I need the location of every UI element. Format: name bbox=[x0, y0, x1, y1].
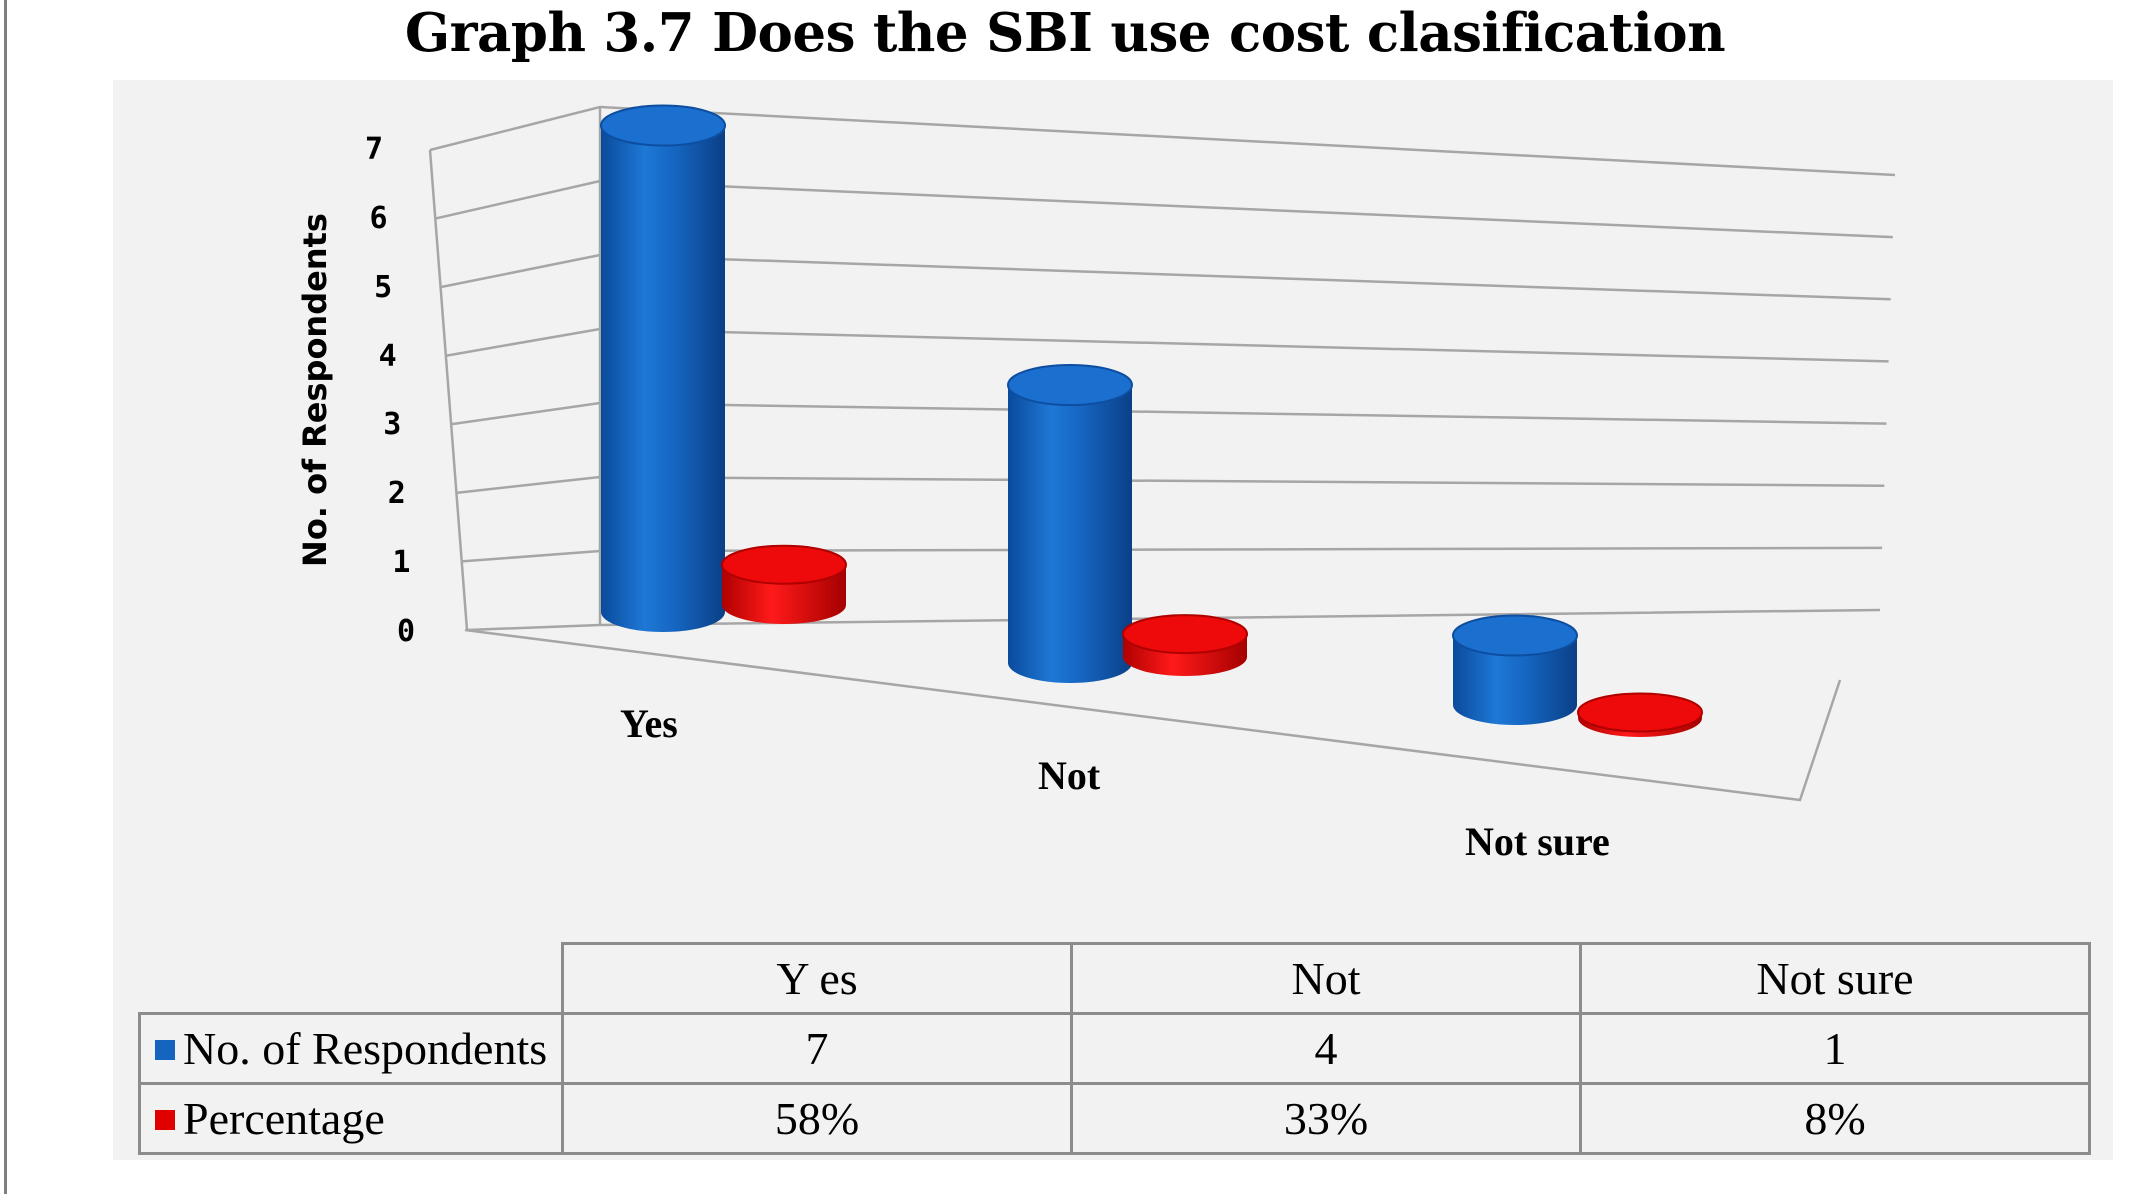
bar-series bbox=[600, 104, 1703, 737]
cylinder-top bbox=[1577, 692, 1703, 733]
legend-entry-percentage: Percentage bbox=[138, 1082, 564, 1155]
data-table-header-row: Y es Not Not sure bbox=[139, 942, 2091, 1015]
data-table-row: No. of Respondents 7 4 1 bbox=[138, 1012, 2091, 1085]
data-table-cell: 58% bbox=[561, 1082, 1073, 1155]
category-label: Not bbox=[1038, 753, 1101, 798]
y-tick-label: 4 bbox=[378, 338, 397, 374]
cylinder-top bbox=[1452, 614, 1578, 657]
data-table-cell: 33% bbox=[1070, 1082, 1582, 1155]
data-table-header-cell: Not sure bbox=[1579, 942, 2091, 1015]
floor-edge bbox=[464, 628, 1842, 802]
bar-percentage bbox=[1577, 692, 1703, 737]
cylinder-top bbox=[600, 104, 726, 147]
y-tick-label: 2 bbox=[387, 476, 406, 512]
bar-percentage bbox=[1122, 614, 1248, 676]
data-table-header-cell: Not bbox=[1070, 942, 1582, 1015]
cylinder-top bbox=[721, 544, 847, 585]
bar-respondents bbox=[1452, 614, 1578, 725]
data-table-cell: 1 bbox=[1579, 1012, 2091, 1085]
legend-swatch-blue bbox=[155, 1040, 175, 1060]
chart-title: Graph 3.7 Does the SBI use cost clasific… bbox=[404, 2, 1726, 64]
data-table-cell: 8% bbox=[1579, 1082, 2091, 1155]
cylinder-top bbox=[1122, 614, 1248, 655]
data-table-cell: 7 bbox=[561, 1012, 1073, 1085]
cylinder-top bbox=[1007, 364, 1133, 406]
data-table-cell: 4 bbox=[1070, 1012, 1582, 1085]
legend-entry-respondents: No. of Respondents bbox=[138, 1012, 564, 1085]
y-tick-label: 0 bbox=[396, 614, 415, 649]
data-table: Y es Not Not sure No. of Respondents 7 4… bbox=[138, 942, 2091, 1155]
bar-respondents bbox=[1007, 364, 1133, 683]
data-table-row: Percentage 58% 33% 8% bbox=[138, 1082, 2091, 1155]
bar-respondents bbox=[600, 104, 726, 632]
legend-swatch-red bbox=[155, 1110, 175, 1130]
cylinder-body bbox=[1008, 385, 1132, 683]
category-label: Not sure bbox=[1465, 819, 1610, 864]
category-label: Yes bbox=[620, 701, 678, 746]
y-tick-label: 7 bbox=[364, 132, 383, 167]
wall-edge bbox=[428, 149, 469, 631]
page-border-line bbox=[4, 0, 7, 1194]
y-tick-label: 6 bbox=[369, 200, 388, 236]
cylinder-body bbox=[601, 125, 725, 632]
data-table-corner bbox=[139, 943, 564, 1015]
y-tick-label: 5 bbox=[374, 269, 393, 305]
bar-percentage bbox=[721, 544, 847, 624]
y-tick-label: 3 bbox=[383, 407, 402, 443]
cylinder-body bbox=[1453, 635, 1577, 725]
gridlines bbox=[428, 105, 1896, 802]
data-table-header-cell: Y es bbox=[561, 942, 1073, 1015]
y-tick-label: 1 bbox=[392, 545, 411, 581]
